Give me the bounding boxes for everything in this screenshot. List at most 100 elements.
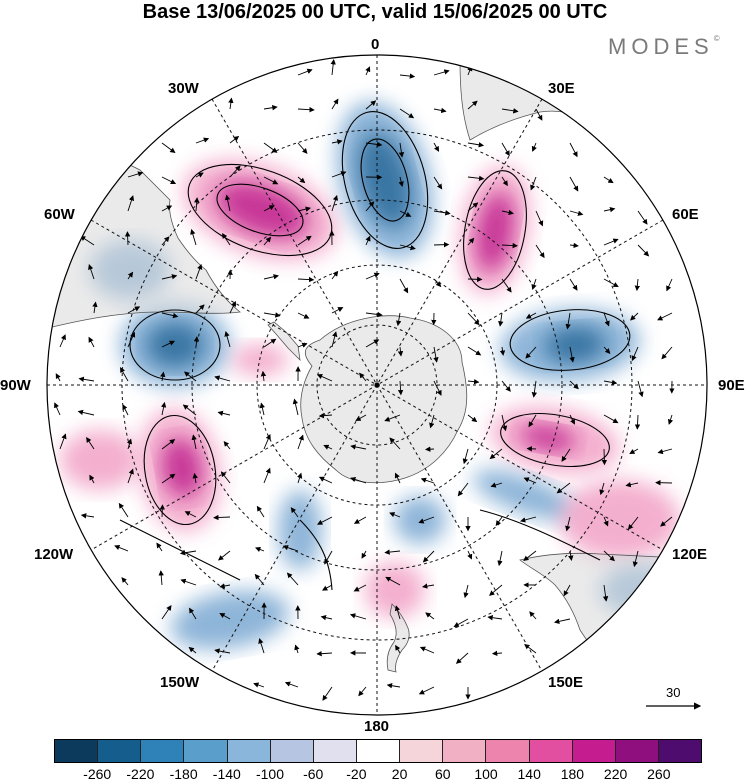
wind-vector (602, 584, 609, 602)
wind-vector (161, 176, 177, 185)
wind-vector (331, 307, 344, 314)
wind-vector (501, 278, 512, 293)
wind-vector (420, 477, 435, 484)
wind-vector (290, 507, 299, 518)
wind-vector (114, 544, 129, 552)
wind-vector (318, 412, 333, 419)
wind-vectors (54, 59, 675, 701)
wind-vector (331, 171, 347, 178)
wind-vector (467, 142, 485, 148)
wind-vector (55, 373, 61, 382)
anomaly-blob (147, 323, 203, 367)
lon-label-150e: 150E (548, 674, 584, 691)
colorbar-tick-label: -20 (346, 766, 367, 782)
wind-vector (601, 448, 608, 466)
colorbar (54, 739, 702, 763)
wind-vector (353, 516, 367, 524)
wind-vector (263, 312, 281, 318)
wind-vector (229, 300, 236, 314)
wind-vector (86, 436, 95, 450)
wind-vector (190, 228, 197, 246)
wind-vector (194, 197, 200, 212)
wind-vector (433, 107, 447, 114)
wind-vector (524, 643, 537, 654)
wind-vector (467, 414, 478, 423)
colorbar-swatch (529, 740, 573, 762)
wind-vector (660, 516, 673, 527)
wind-vector (161, 205, 173, 212)
wind-vector (256, 505, 265, 518)
wind-vector (397, 346, 404, 357)
wind-vector (127, 195, 135, 212)
wind-vector (297, 312, 310, 319)
wind-vector (501, 108, 519, 114)
wind-vector (630, 312, 639, 321)
wind-vector (603, 312, 610, 327)
wind-vector (631, 346, 639, 362)
wind-vector (297, 235, 312, 246)
anomaly-blob (472, 469, 578, 521)
lon-label-30e: 30E (548, 80, 575, 97)
brand-logo: MODES© (608, 34, 720, 60)
wind-vector (316, 651, 333, 657)
wind-vector (569, 242, 579, 249)
colorbar-swatch (356, 740, 401, 762)
anomaly-blob (394, 496, 446, 544)
wind-vector (563, 584, 571, 597)
antarctic-peninsula (267, 321, 301, 362)
wind-vector (127, 331, 136, 348)
wind-vector (217, 550, 231, 561)
wind-vector (365, 311, 383, 318)
wind-vector (467, 202, 479, 212)
wind-vector (365, 100, 377, 110)
wind-vector (297, 142, 308, 154)
wind-vector (399, 210, 412, 217)
wind-vector (398, 176, 404, 187)
wind-vector (498, 312, 504, 327)
wind-vector (263, 433, 271, 450)
wind-vector (350, 476, 367, 484)
wind-vector (637, 244, 650, 257)
wind-vector (361, 550, 367, 559)
wind-vector (161, 142, 176, 154)
wind-vector (188, 646, 197, 654)
wind-vector (418, 686, 435, 695)
wind-vector (529, 611, 537, 620)
wind-vector (384, 414, 401, 422)
wind-vector (467, 237, 475, 246)
wind-vector (501, 142, 510, 157)
wind-vector (467, 550, 473, 560)
wind-vector (331, 270, 339, 280)
wind-vector (528, 414, 537, 428)
wind-vector (59, 433, 67, 450)
wind-vector (224, 194, 231, 212)
anomaly-blob (216, 182, 308, 238)
wind-vector (395, 312, 402, 327)
colorbar-tick-label: 60 (435, 766, 451, 782)
wind-vector (603, 207, 616, 213)
lon-label-0: 0 (371, 36, 380, 53)
wind-vector (389, 437, 401, 450)
wind-vector (297, 106, 315, 113)
colorbar-swatch (98, 740, 142, 762)
wind-vector (323, 444, 333, 450)
wind-vector (395, 644, 401, 654)
colorbar-tick-label: 100 (474, 766, 498, 782)
wind-vector (603, 346, 611, 354)
wind-vector (89, 474, 95, 484)
wind-vector (228, 97, 234, 110)
wind-vector (255, 546, 265, 552)
streamlines (119, 111, 631, 591)
wind-vector (217, 410, 231, 416)
wind-vector (535, 244, 545, 259)
wind-vector (183, 371, 197, 382)
wind-vector (124, 231, 131, 246)
wind-vector (160, 371, 166, 382)
wind-vector (637, 210, 648, 225)
wind-vector (331, 98, 339, 110)
wind-vector (121, 577, 129, 586)
wind-vector (467, 175, 485, 181)
wind-vector (195, 304, 205, 314)
wind-vector (489, 584, 503, 596)
wind-vector (284, 681, 299, 688)
